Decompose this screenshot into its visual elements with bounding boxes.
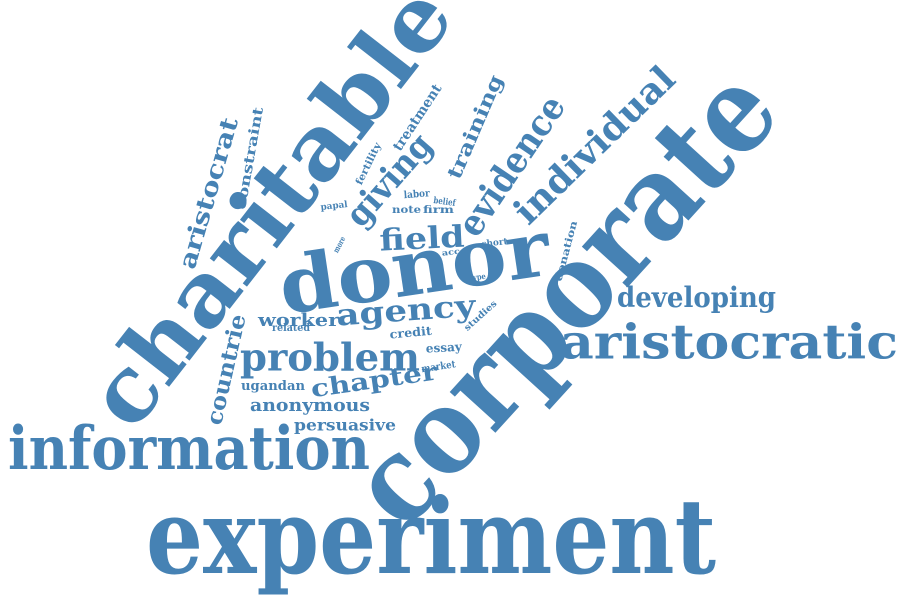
word-persuasive: persuasive — [294, 415, 396, 435]
word-credit: credit — [389, 323, 433, 342]
word-aristocratic: aristocratic — [560, 314, 898, 371]
word-experiment: experiment — [146, 474, 716, 596]
word-related: related — [272, 323, 310, 335]
word-anonymous: anonymous — [250, 394, 370, 416]
word-labor: labor — [403, 188, 431, 202]
word-essay: essay — [425, 339, 463, 356]
word-type: type — [469, 270, 487, 283]
word-note: note — [392, 205, 421, 217]
word-ugandan: ugandan — [241, 378, 305, 394]
word-developing: developing — [617, 281, 776, 315]
word-acc: acc — [441, 245, 461, 258]
word-firm: firm — [423, 205, 454, 217]
word-worker: worker — [258, 309, 339, 331]
word-information: information — [8, 414, 370, 485]
word-problem: problem — [240, 334, 420, 380]
